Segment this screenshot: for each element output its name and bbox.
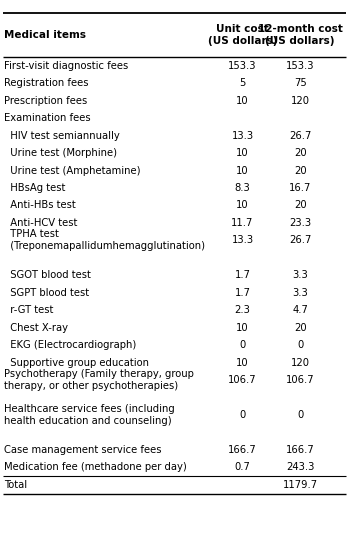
Text: Anti-HBs test: Anti-HBs test <box>4 201 76 210</box>
Text: 16.7: 16.7 <box>289 183 311 193</box>
Text: 10: 10 <box>236 148 249 158</box>
Text: 0.7: 0.7 <box>235 462 251 472</box>
Text: 11.7: 11.7 <box>231 218 254 228</box>
Text: 20: 20 <box>294 165 306 175</box>
Text: 153.3: 153.3 <box>286 61 314 71</box>
Text: 0: 0 <box>297 410 303 420</box>
Text: 4.7: 4.7 <box>292 305 308 315</box>
Text: 26.7: 26.7 <box>289 131 311 141</box>
Text: 20: 20 <box>294 323 306 333</box>
Text: 23.3: 23.3 <box>289 218 311 228</box>
Text: SGPT blood test: SGPT blood test <box>4 288 89 298</box>
Text: 3.3: 3.3 <box>292 288 308 298</box>
Text: Psychotherapy (Family therapy, group
therapy, or other psychotherapies): Psychotherapy (Family therapy, group the… <box>4 369 194 391</box>
Text: 10: 10 <box>236 201 249 210</box>
Text: 3.3: 3.3 <box>292 270 308 280</box>
Text: 10: 10 <box>236 358 249 368</box>
Text: 243.3: 243.3 <box>286 462 314 472</box>
Text: 153.3: 153.3 <box>228 61 257 71</box>
Text: Anti-HCV test: Anti-HCV test <box>4 218 77 228</box>
Text: TPHA test
  (Treponemapallidumhemagglutination): TPHA test (Treponemapallidumhemagglutina… <box>4 230 205 251</box>
Text: Chest X-ray: Chest X-ray <box>4 323 68 333</box>
Text: Unit cost
(US dollars): Unit cost (US dollars) <box>208 25 277 46</box>
Text: 5: 5 <box>239 78 246 88</box>
Text: 120: 120 <box>291 96 310 106</box>
Text: 2.3: 2.3 <box>235 305 251 315</box>
Text: Prescription fees: Prescription fees <box>4 96 88 106</box>
Text: Urine test (Morphine): Urine test (Morphine) <box>4 148 117 158</box>
Text: 10: 10 <box>236 323 249 333</box>
Text: 26.7: 26.7 <box>289 235 311 246</box>
Text: First-visit diagnostic fees: First-visit diagnostic fees <box>4 61 128 71</box>
Text: 8.3: 8.3 <box>235 183 251 193</box>
Text: Urine test (Amphetamine): Urine test (Amphetamine) <box>4 165 141 175</box>
Text: 13.3: 13.3 <box>231 235 254 246</box>
Text: 12-month cost
(US dollars): 12-month cost (US dollars) <box>258 25 343 46</box>
Text: 20: 20 <box>294 201 306 210</box>
Text: 120: 120 <box>291 358 310 368</box>
Text: EKG (Electrocardiograph): EKG (Electrocardiograph) <box>4 340 136 350</box>
Text: Registration fees: Registration fees <box>4 78 89 88</box>
Text: r-GT test: r-GT test <box>4 305 53 315</box>
Text: 106.7: 106.7 <box>228 375 257 385</box>
Text: 0: 0 <box>239 340 246 350</box>
Text: Total: Total <box>4 480 27 490</box>
Text: 166.7: 166.7 <box>228 445 257 455</box>
Text: 13.3: 13.3 <box>231 131 254 141</box>
Text: 20: 20 <box>294 148 306 158</box>
Text: HIV test semiannually: HIV test semiannually <box>4 131 120 141</box>
Text: Medication fee (methadone per day): Medication fee (methadone per day) <box>4 462 187 472</box>
Text: Supportive group education: Supportive group education <box>4 358 149 368</box>
Text: 1.7: 1.7 <box>235 270 251 280</box>
Text: 106.7: 106.7 <box>286 375 314 385</box>
Text: 0: 0 <box>239 410 246 420</box>
Text: Medical items: Medical items <box>4 30 86 40</box>
Text: 10: 10 <box>236 96 249 106</box>
Text: Examination fees: Examination fees <box>4 113 91 123</box>
Text: HBsAg test: HBsAg test <box>4 183 66 193</box>
Text: 166.7: 166.7 <box>286 445 314 455</box>
Text: 1179.7: 1179.7 <box>283 480 318 490</box>
Text: Case management service fees: Case management service fees <box>4 445 162 455</box>
Text: SGOT blood test: SGOT blood test <box>4 270 91 280</box>
Text: 0: 0 <box>297 340 303 350</box>
Text: 75: 75 <box>294 78 306 88</box>
Text: 1.7: 1.7 <box>235 288 251 298</box>
Text: Healthcare service fees (including
health education and counseling): Healthcare service fees (including healt… <box>4 404 175 426</box>
Text: 10: 10 <box>236 165 249 175</box>
